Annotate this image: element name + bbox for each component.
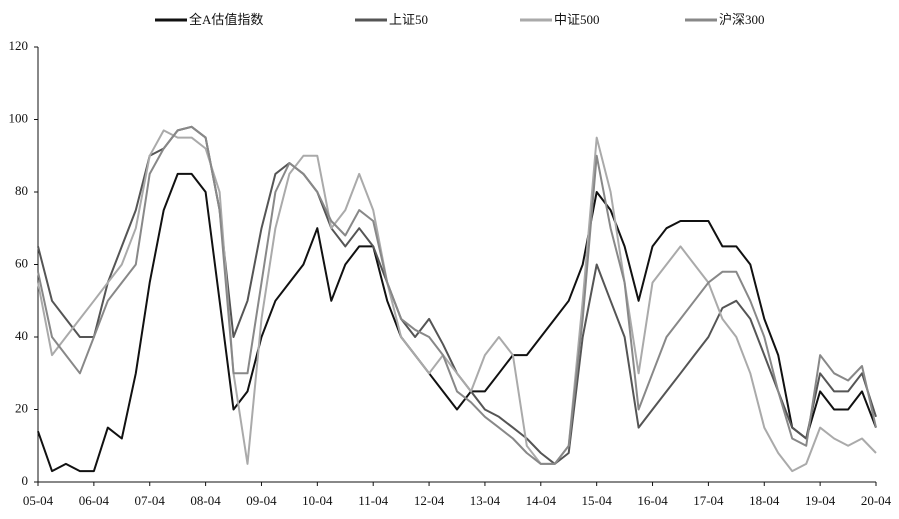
x-tick-label: 14-04 — [526, 493, 557, 508]
y-tick-label: 40 — [15, 328, 28, 343]
x-tick-label: 18-04 — [749, 493, 780, 508]
series-line — [37, 172, 877, 473]
x-tick-label: 19-04 — [805, 493, 836, 508]
x-tick-label: 15-04 — [581, 493, 612, 508]
x-tick-label: 05-04 — [23, 493, 54, 508]
x-tick-label: 16-04 — [637, 493, 668, 508]
legend-label: 全A估值指数 — [189, 12, 263, 27]
legend-label: 中证500 — [554, 12, 600, 27]
y-tick-label: 100 — [9, 110, 29, 125]
x-tick-label: 12-04 — [414, 493, 445, 508]
y-tick-label: 120 — [9, 38, 29, 53]
x-tick-label: 20-04 — [861, 493, 892, 508]
x-tick-label: 17-04 — [693, 493, 724, 508]
y-tick-label: 80 — [15, 183, 28, 198]
x-tick-label: 11-04 — [358, 493, 388, 508]
series-line — [37, 129, 877, 473]
x-tick-label: 09-04 — [246, 493, 277, 508]
legend-label: 上证50 — [389, 12, 428, 27]
x-tick-label: 13-04 — [470, 493, 501, 508]
x-tick-label: 06-04 — [79, 493, 110, 508]
y-tick-label: 60 — [15, 255, 28, 270]
legend-label: 沪深300 — [719, 12, 765, 27]
y-tick-label: 20 — [15, 400, 28, 415]
y-tick-label: 0 — [22, 473, 29, 488]
x-tick-label: 07-04 — [135, 493, 166, 508]
series-line — [37, 125, 877, 465]
x-tick-label: 10-04 — [302, 493, 333, 508]
series-line — [37, 125, 877, 465]
x-tick-label: 08-04 — [190, 493, 221, 508]
